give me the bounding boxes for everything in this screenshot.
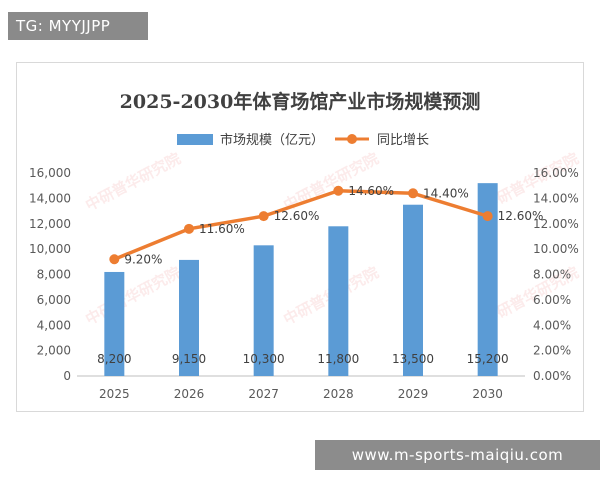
left-axis: 0 2,000 4,000 6,000 8,000 10,000 12,000 14,000 1… xyxy=(29,166,71,383)
bar-value-label: 13,500 xyxy=(392,352,434,366)
legend-swatch-marker xyxy=(347,134,357,144)
legend: 市场规模（亿元） 同比增长 xyxy=(177,132,429,148)
growth-value-label: 14.40% xyxy=(423,186,469,200)
line-data-labels: 9.20% 11.60% 12.60% 14.60% 14.40% 12.60% xyxy=(124,184,543,267)
right-axis-tick-label: 2.00% xyxy=(533,344,571,358)
bar xyxy=(477,183,498,376)
growth-marker xyxy=(184,223,194,234)
left-axis-tick-label: 14,000 xyxy=(29,191,71,205)
line-series xyxy=(109,185,493,265)
right-axis-tick-label: 0.00% xyxy=(533,369,571,383)
bar-value-label: 10,300 xyxy=(243,352,285,366)
left-axis-tick-label: 12,000 xyxy=(29,217,71,231)
bar xyxy=(104,271,125,376)
growth-marker xyxy=(258,211,269,222)
x-axis-tick-label: 2026 xyxy=(174,387,205,401)
bar-series xyxy=(104,183,498,376)
growth-value-label: 12.60% xyxy=(274,209,320,223)
site-watermark: www.m-sports-maiqiu.com xyxy=(315,440,600,470)
x-axis: 2025 2026 2027 2028 2029 2030 xyxy=(77,375,525,401)
growth-marker xyxy=(109,254,120,265)
right-axis-tick-label: 12.00% xyxy=(533,217,579,231)
x-axis-tick-label: 2025 xyxy=(99,387,130,401)
bar xyxy=(403,204,423,376)
left-axis-tick-label: 4,000 xyxy=(37,318,71,332)
bar xyxy=(179,259,199,376)
right-axis-tick-label: 16.00% xyxy=(533,166,579,180)
chart-container: 中研普华研究院中研普华研究院中研普华研究院中研普华研究院中研普华研究院中研普华研… xyxy=(16,62,584,412)
bar-value-label: 15,200 xyxy=(467,352,509,366)
right-axis-tick-label: 6.00% xyxy=(533,293,571,307)
chart-title: 2025-2030年体育场馆产业市场规模预测 xyxy=(120,90,481,113)
top-tag: TG: MYYJJPP xyxy=(8,12,148,40)
growth-value-label: 14.60% xyxy=(348,184,394,198)
growth-value-label: 12.60% xyxy=(498,209,544,223)
left-axis-tick-label: 6,000 xyxy=(37,293,71,307)
left-axis-tick-label: 2,000 xyxy=(37,344,71,358)
left-axis-tick-label: 8,000 xyxy=(37,268,71,282)
x-axis-tick-label: 2030 xyxy=(472,387,503,401)
growth-marker xyxy=(408,188,418,199)
bar xyxy=(328,226,349,376)
left-axis-tick-label: 16,000 xyxy=(29,166,71,180)
right-axis-tick-label: 8.00% xyxy=(533,268,571,282)
chart-svg: 中研普华研究院中研普华研究院中研普华研究院中研普华研究院中研普华研究院中研普华研… xyxy=(29,90,582,401)
left-axis-tick-label: 10,000 xyxy=(29,242,71,256)
bar-value-label: 8,200 xyxy=(97,352,131,366)
x-axis-tick-label: 2028 xyxy=(323,387,354,401)
bar xyxy=(253,245,274,376)
right-axis-tick-label: 4.00% xyxy=(533,318,571,332)
growth-line xyxy=(113,189,489,261)
bar-value-label: 11,800 xyxy=(317,352,359,366)
right-axis-tick-label: 10.00% xyxy=(533,242,579,256)
legend-label-line: 同比增长 xyxy=(377,133,429,148)
left-axis-tick-label: 0 xyxy=(63,369,71,383)
right-axis: 0.00% 2.00% 4.00% 6.00% 8.00% 10.00% 12.00% 14.… xyxy=(533,166,579,383)
bar-value-label: 9,150 xyxy=(172,352,206,366)
growth-value-label: 9.20% xyxy=(124,252,162,266)
x-axis-tick-label: 2029 xyxy=(398,387,429,401)
legend-label-bar: 市场规模（亿元） xyxy=(220,132,324,148)
x-axis-tick-label: 2027 xyxy=(248,387,279,401)
growth-marker xyxy=(482,211,493,222)
brand-watermark-text: 中研普华研究院 xyxy=(82,263,183,328)
brand-watermark-text: 中研普华研究院 xyxy=(82,149,183,214)
growth-marker xyxy=(333,185,344,196)
bar-data-labels: 8,200 9,150 10,300 11,800 13,500 15,200 xyxy=(97,352,509,366)
legend-swatch-bar xyxy=(177,134,213,145)
growth-value-label: 11.60% xyxy=(199,222,245,236)
right-axis-tick-label: 14.00% xyxy=(533,191,579,205)
